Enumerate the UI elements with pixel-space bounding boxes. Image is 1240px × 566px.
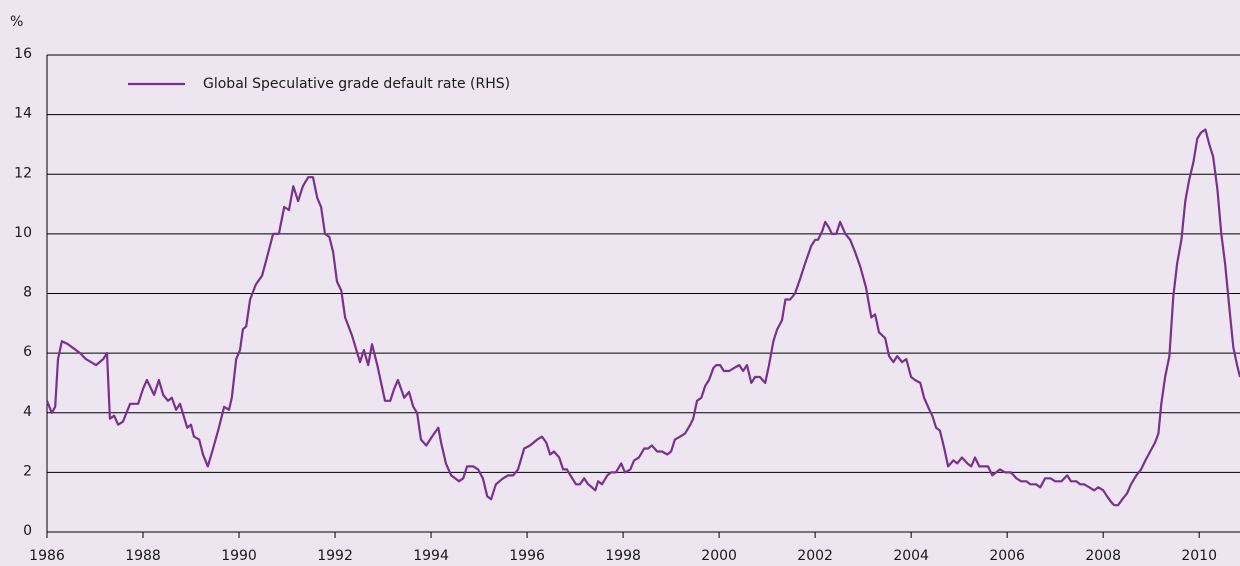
- y-tick-label: 14: [14, 106, 32, 122]
- x-tick-label: 2004: [893, 548, 929, 564]
- legend-label: Global Speculative grade default rate (R…: [203, 76, 510, 92]
- x-tick-label: 1994: [413, 548, 449, 564]
- y-tick-label: 10: [14, 225, 32, 241]
- x-tick-label: 2002: [797, 548, 833, 564]
- y-axis-label: %: [10, 14, 23, 30]
- x-tick-label: 1992: [317, 548, 353, 564]
- x-tick-label: 2010: [1181, 548, 1217, 564]
- x-tick-label: 1996: [509, 548, 545, 564]
- y-tick-label: 2: [23, 463, 32, 479]
- y-tick-label: 8: [23, 285, 32, 301]
- y-tick-label: 12: [14, 165, 32, 181]
- y-tick-label: 16: [14, 46, 32, 62]
- y-tick-label: 6: [23, 344, 32, 360]
- line-series: [45, 128, 1240, 507]
- x-tick-label: 1988: [125, 548, 161, 564]
- x-tick-label: 1990: [221, 548, 257, 564]
- x-tick-label: 1998: [605, 548, 641, 564]
- x-tick-label: 2000: [701, 548, 737, 564]
- y-tick-label: 0: [23, 523, 32, 539]
- x-tick-label: 2006: [989, 548, 1025, 564]
- y-tick-label: 4: [23, 404, 32, 420]
- x-tick-label: 1986: [29, 548, 65, 564]
- x-tick-label: 2008: [1085, 548, 1121, 564]
